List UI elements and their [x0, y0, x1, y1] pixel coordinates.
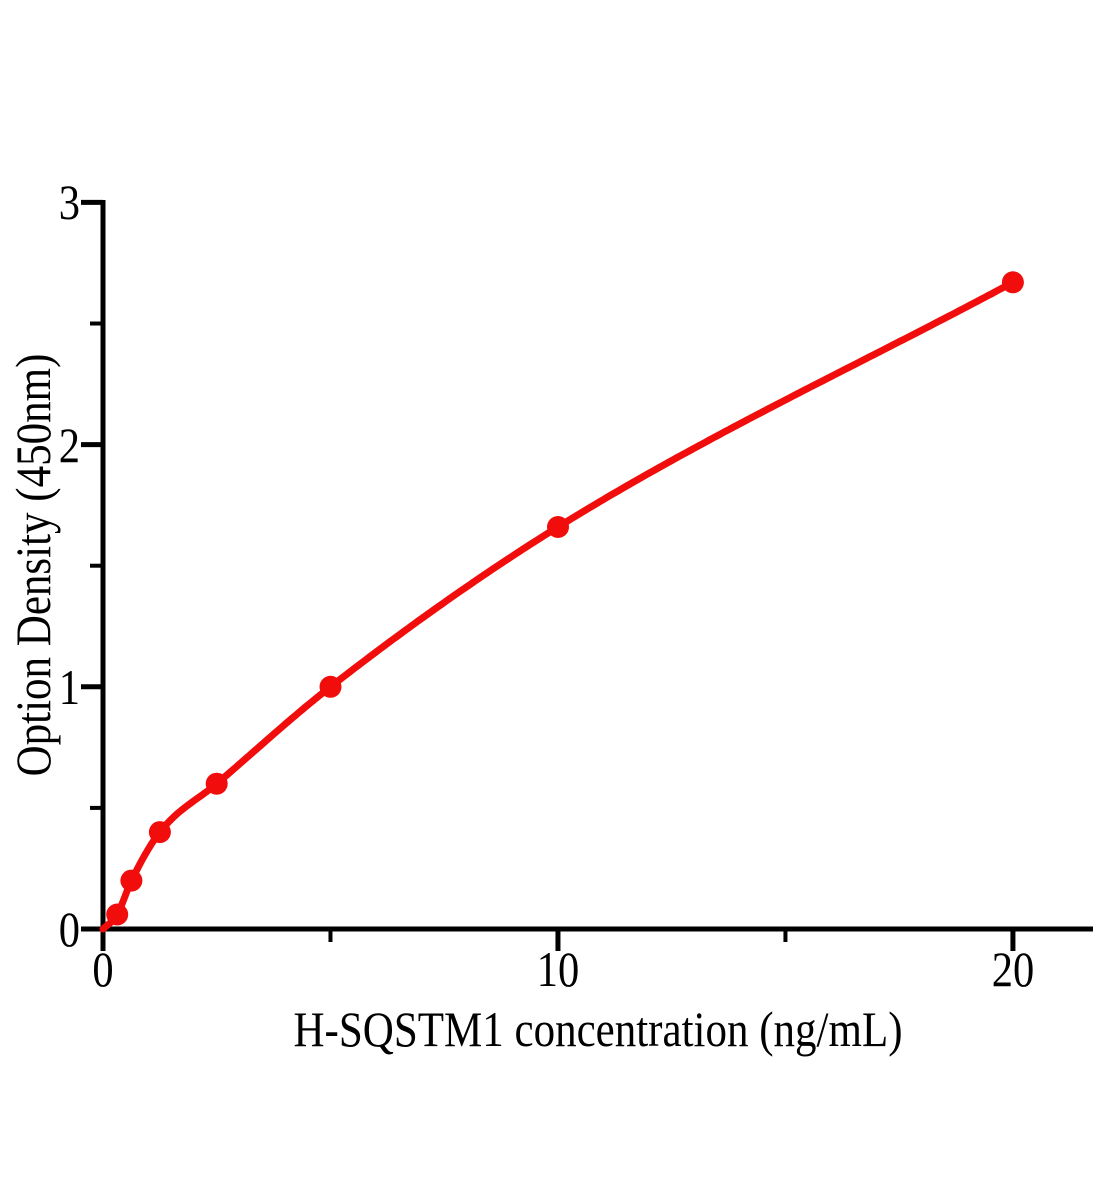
x-axis-title: H-SQSTM1 concentration (ng/mL) [293, 1001, 903, 1057]
y-tick-label-1: 1 [58, 658, 80, 715]
data-point-marker [148, 821, 171, 844]
standard-curve-line [99, 278, 1017, 933]
y-axis-title: Option Density (450nm) [5, 353, 61, 777]
y-tick-label-0: 0 [58, 901, 80, 957]
data-point-marker [205, 772, 228, 795]
y-tick-label-3: 3 [58, 174, 80, 231]
y-tick-label-2: 2 [58, 416, 80, 473]
data-point-marker [106, 903, 129, 926]
x-tick-label-20: 20 [991, 941, 1035, 997]
data-point-marker [1001, 271, 1024, 294]
x-tick-label-0: 0 [92, 941, 114, 997]
data-point-marker [319, 675, 342, 698]
x-tick-label-10: 10 [536, 941, 580, 997]
data-point-marker [120, 869, 143, 892]
data-point-marker [547, 516, 569, 538]
